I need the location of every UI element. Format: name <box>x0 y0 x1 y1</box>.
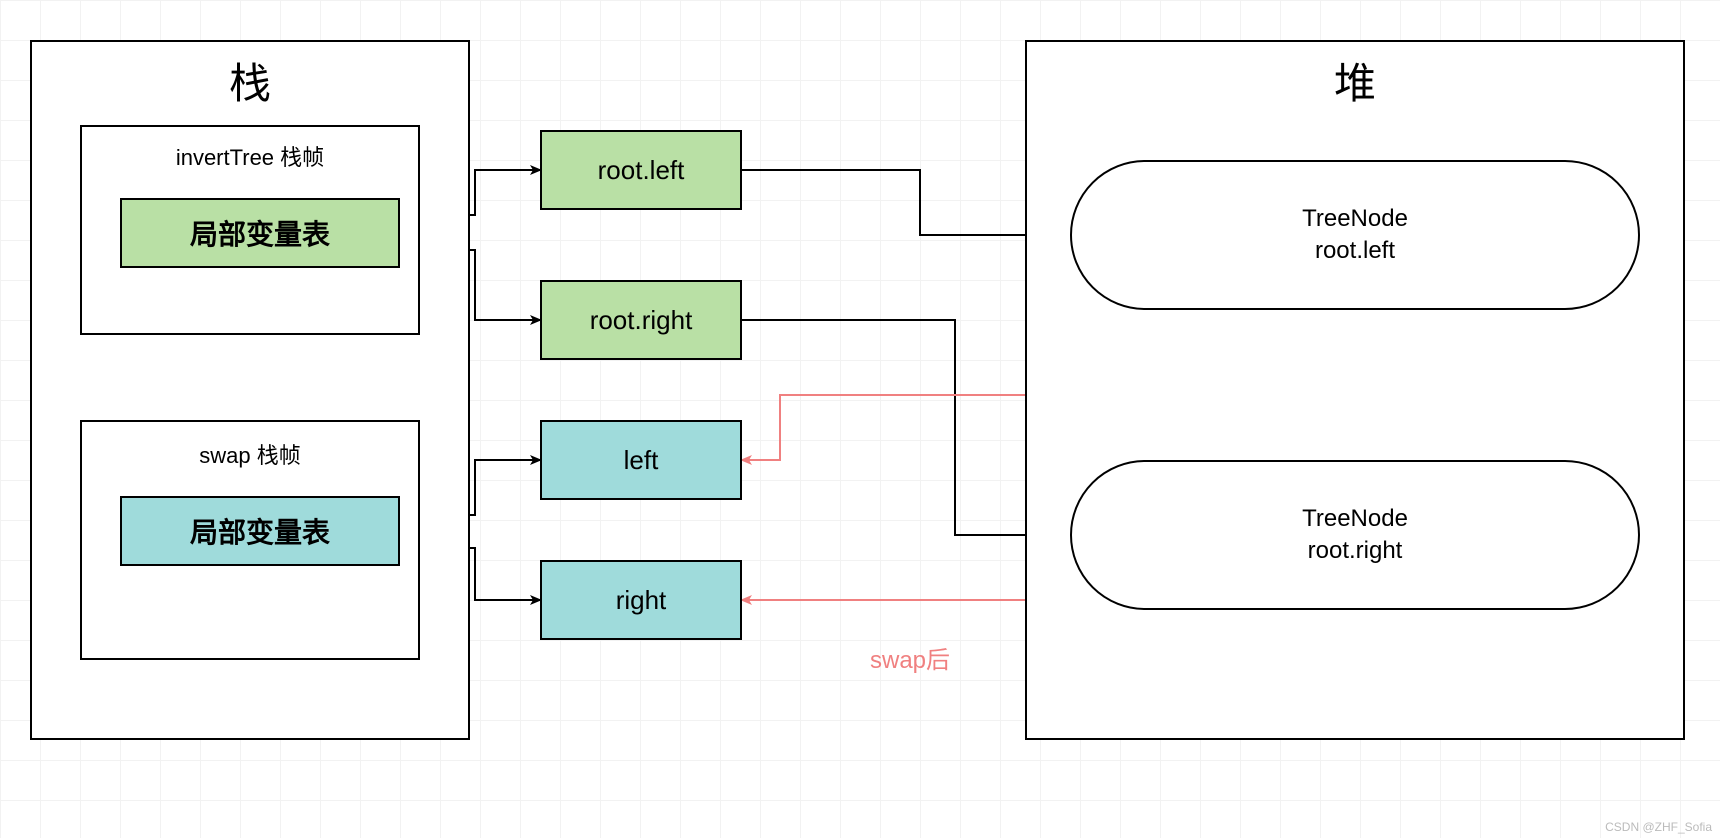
left-box: left <box>540 420 742 500</box>
invertTree-frame-label: invertTree 栈帧 <box>80 140 420 172</box>
root-right-box: root.right <box>540 280 742 360</box>
treenode-right: TreeNode root.right <box>1070 460 1640 610</box>
diagram-canvas: CSDN @ZHF_Sofia 栈 invertTree 栈帧局部变量表 swap … <box>0 0 1720 838</box>
stack-title: 栈 <box>30 50 470 111</box>
heap-title: 堆 <box>1025 50 1685 111</box>
invertTree-frame-lvt: 局部变量表 <box>120 198 400 268</box>
treenode-left: TreeNode root.left <box>1070 160 1640 310</box>
right-box: right <box>540 560 742 640</box>
swap-frame-lvt: 局部变量表 <box>120 496 400 566</box>
watermark: CSDN @ZHF_Sofia <box>1605 820 1712 834</box>
root-left-box: root.left <box>540 130 742 210</box>
swap-label: swap后 <box>870 640 950 675</box>
heap-container <box>1025 40 1685 740</box>
swap-frame-label: swap 栈帧 <box>80 438 420 470</box>
